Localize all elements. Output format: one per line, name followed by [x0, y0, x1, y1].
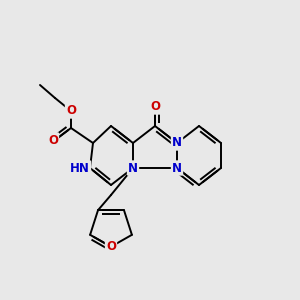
Text: O: O [106, 240, 116, 253]
Text: N: N [172, 136, 182, 149]
Text: N: N [172, 161, 182, 175]
Text: O: O [150, 100, 160, 113]
Text: O: O [66, 104, 76, 118]
Text: O: O [48, 134, 58, 146]
Text: N: N [128, 161, 138, 175]
Text: HN: HN [70, 161, 90, 175]
